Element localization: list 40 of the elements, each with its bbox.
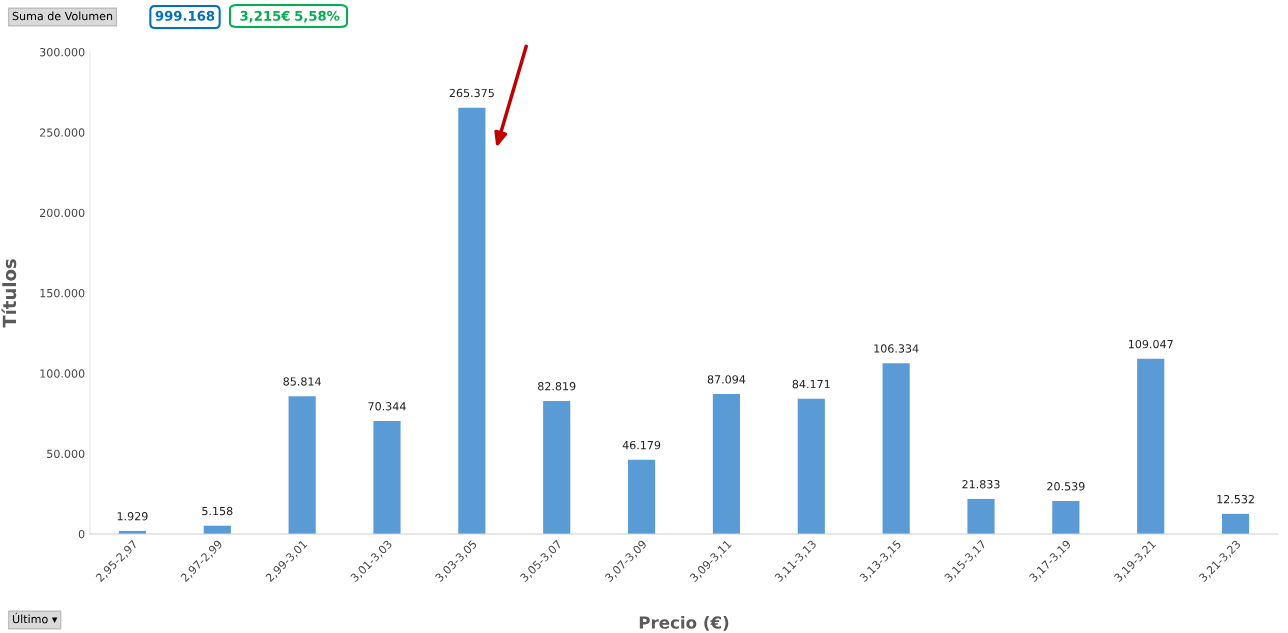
text: 3,215€ xyxy=(240,10,290,23)
bar xyxy=(1137,358,1165,534)
data-label: 85.814 xyxy=(283,377,321,386)
text: Suma de Volumen xyxy=(12,11,113,21)
bar xyxy=(1221,513,1250,534)
bar xyxy=(712,394,741,534)
y-tick-label: 150.000 xyxy=(40,288,85,298)
y-tick-label: 100.000 xyxy=(40,369,85,378)
data-label: 46.179 xyxy=(622,440,661,450)
data-label: 84.171 xyxy=(792,379,830,389)
y-tick-label: 50.000 xyxy=(47,449,85,459)
x-axis-title: Precio (€) xyxy=(639,615,729,631)
bar xyxy=(373,420,401,534)
data-label: 82.819 xyxy=(538,382,576,391)
bar xyxy=(882,363,910,534)
text: 5,58% xyxy=(295,10,340,23)
data-label: 20.539 xyxy=(1047,482,1085,491)
bar xyxy=(458,107,486,534)
text: Último ▾ xyxy=(12,612,58,624)
data-label: 1.929 xyxy=(117,512,148,521)
data-label: 106.334 xyxy=(874,344,919,353)
bar xyxy=(967,498,995,534)
bar xyxy=(543,400,571,534)
data-label: 70.344 xyxy=(368,402,406,411)
y-tick-label: 200.000 xyxy=(40,208,85,218)
bar xyxy=(627,459,656,534)
bar xyxy=(797,398,825,534)
y-tick-label: 300.000 xyxy=(40,47,85,57)
y-tick-label: 0 xyxy=(78,529,85,539)
data-label: 109.047 xyxy=(1128,339,1173,349)
bar xyxy=(1052,501,1080,534)
text: 999.168 xyxy=(155,10,215,21)
y-axis-title: Títulos xyxy=(1,259,17,328)
data-label: 12.532 xyxy=(1217,494,1254,504)
y-tick-label: 250.000 xyxy=(40,128,85,137)
data-label: 87.094 xyxy=(707,375,746,384)
data-label: 21.833 xyxy=(962,480,1000,489)
data-label: 5.158 xyxy=(202,506,233,516)
bar xyxy=(288,396,316,534)
data-label: 265.375 xyxy=(449,88,494,98)
